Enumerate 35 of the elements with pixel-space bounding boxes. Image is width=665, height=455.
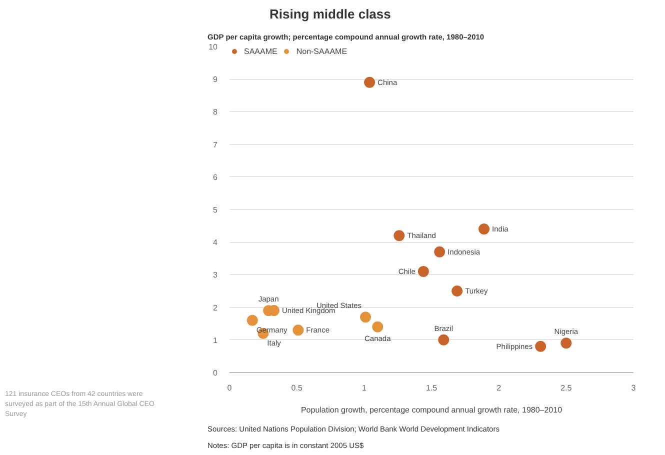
y-tick-label: 9 bbox=[213, 75, 218, 84]
y-tick-label: 1 bbox=[213, 336, 218, 345]
point bbox=[434, 246, 446, 258]
y-tick-label: 10 bbox=[208, 42, 218, 52]
x-tick-label: 2.5 bbox=[560, 384, 572, 392]
x-tick-label: 2 bbox=[496, 384, 502, 392]
x-tick-label: 3 bbox=[631, 384, 636, 392]
point bbox=[535, 340, 546, 352]
x-tick-label: 1.5 bbox=[426, 384, 438, 392]
y-tick-label: 7 bbox=[213, 140, 218, 150]
legend-label: SAAAME bbox=[244, 46, 278, 56]
legend-label: Non-SAAAME bbox=[296, 46, 348, 56]
y-tick-label: 3 bbox=[213, 270, 218, 280]
x-tick-label: 1 bbox=[362, 384, 367, 392]
y-tick-label: 2 bbox=[213, 303, 218, 312]
point bbox=[418, 266, 429, 277]
point bbox=[292, 324, 304, 336]
point bbox=[560, 338, 572, 349]
point bbox=[438, 334, 450, 346]
point bbox=[246, 314, 258, 326]
point bbox=[452, 286, 463, 296]
point bbox=[478, 224, 490, 235]
y-tick-label: 0 bbox=[213, 368, 218, 378]
y-tick-label: 5 bbox=[213, 206, 218, 214]
y-tick-label: 4 bbox=[213, 238, 218, 248]
x-tick-label: 0.5 bbox=[291, 384, 303, 392]
point bbox=[372, 321, 384, 332]
point bbox=[364, 76, 376, 88]
y-tick-label: 6 bbox=[213, 172, 218, 182]
x-tick-label: 0 bbox=[227, 384, 232, 392]
chart-title: Rising middle class bbox=[270, 6, 391, 22]
point bbox=[394, 230, 405, 242]
y-tick-label: 8 bbox=[213, 108, 218, 117]
x-axis-title: Population growth, percentage compound annual growth rate, 1980–2010 bbox=[300, 406, 563, 414]
point bbox=[360, 312, 372, 323]
